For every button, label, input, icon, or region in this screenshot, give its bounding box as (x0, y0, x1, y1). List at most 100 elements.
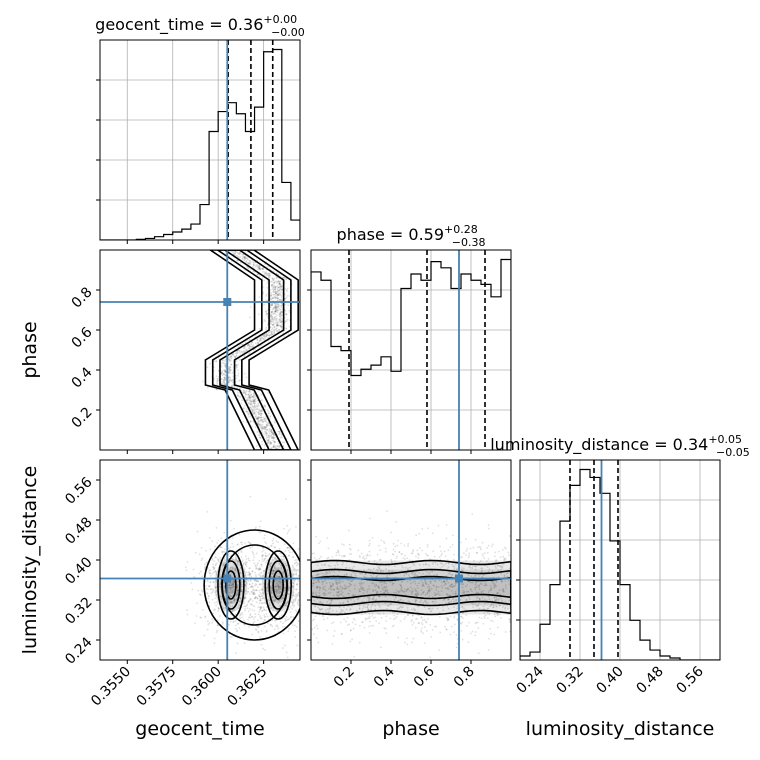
sample-point (253, 400, 255, 403)
sample-point (269, 443, 271, 445)
sample-point (396, 544, 399, 547)
sample-point (470, 590, 473, 593)
sample-point (286, 532, 289, 535)
sample-point (269, 326, 272, 329)
sample-point (276, 626, 279, 628)
sample-point (292, 567, 295, 569)
sample-point (231, 605, 234, 607)
sample-point (259, 574, 261, 577)
sample-point (273, 316, 276, 318)
sample-point (272, 599, 275, 602)
sample-point (488, 598, 491, 601)
sample-point (261, 421, 264, 424)
sample-point (271, 304, 273, 307)
sample-point (251, 400, 254, 403)
sample-point (246, 399, 249, 401)
sample-point (315, 593, 318, 596)
y-tick-label-luminosity_distance: 0.40 (62, 554, 95, 587)
sample-point (249, 406, 251, 409)
sample-point (370, 608, 372, 611)
sample-point (236, 352, 239, 354)
sample-point (264, 427, 266, 430)
sample-point (461, 621, 464, 624)
sample-point (203, 566, 206, 569)
sample-point (367, 568, 370, 571)
sample-point (223, 379, 226, 382)
sample-point (220, 595, 222, 598)
sample-point (371, 615, 374, 617)
sample-point (279, 286, 282, 289)
sample-point (229, 601, 232, 603)
sample-point (435, 573, 438, 576)
sample-point (276, 324, 279, 326)
sample-point (263, 333, 266, 336)
sample-point (273, 329, 276, 331)
sample-point (336, 579, 339, 582)
sample-point (244, 597, 247, 599)
sample-point (248, 348, 251, 350)
sample-point (224, 376, 226, 379)
sample-point (186, 613, 189, 616)
sample-point (251, 608, 254, 611)
sample-point (265, 432, 268, 435)
sample-point (366, 617, 369, 620)
sample-point (278, 446, 280, 449)
sample-point (235, 352, 238, 355)
sample-point (415, 594, 418, 597)
sample-point (385, 576, 388, 579)
sample-point (277, 280, 280, 283)
sample-point (316, 559, 319, 562)
sample-point (229, 620, 232, 623)
sample-point (241, 352, 244, 355)
sample-point (265, 418, 268, 420)
sample-point (243, 562, 245, 565)
sample-point (366, 596, 369, 599)
sample-point (261, 560, 264, 563)
sample-point (272, 321, 275, 323)
sample-point (353, 655, 356, 658)
sample-point (372, 589, 375, 591)
sample-point (495, 605, 497, 608)
sample-point (382, 540, 385, 543)
sample-point (250, 396, 253, 398)
sample-point (398, 551, 401, 553)
sample-point (251, 396, 254, 398)
histogram-geocent_time (100, 48, 300, 240)
sample-point (270, 442, 272, 445)
sample-point (287, 304, 290, 307)
sample-point (284, 288, 287, 290)
sample-point (286, 601, 289, 604)
sample-point (229, 546, 232, 549)
sample-point (242, 619, 245, 622)
sample-point (211, 591, 214, 594)
sample-point (418, 572, 421, 574)
sample-point (270, 431, 273, 433)
sample-point (276, 293, 279, 296)
sample-point (220, 598, 223, 600)
sample-point (261, 270, 264, 273)
sample-point (451, 583, 453, 586)
sample-point (244, 584, 247, 587)
sample-point (244, 393, 247, 396)
sample-point (276, 330, 279, 333)
pair-panel-geocent_time-luminosity_distance (96, 459, 301, 664)
sample-point (400, 584, 402, 587)
sample-point (271, 285, 273, 288)
sample-point (267, 439, 270, 442)
sample-point (228, 356, 230, 359)
sample-point (372, 624, 375, 627)
sample-point (407, 587, 410, 590)
sample-point (229, 355, 232, 358)
sample-point (272, 436, 275, 439)
sample-point (509, 666, 511, 668)
sample-point (337, 588, 340, 591)
sample-point (372, 597, 375, 600)
sample-point (460, 615, 463, 618)
sample-point (468, 552, 470, 555)
sample-point (277, 305, 280, 308)
sample-point (260, 419, 263, 422)
contour-outer-1 (221, 544, 288, 626)
sample-point (239, 567, 242, 569)
sample-point (271, 625, 274, 628)
sample-point (231, 558, 234, 561)
